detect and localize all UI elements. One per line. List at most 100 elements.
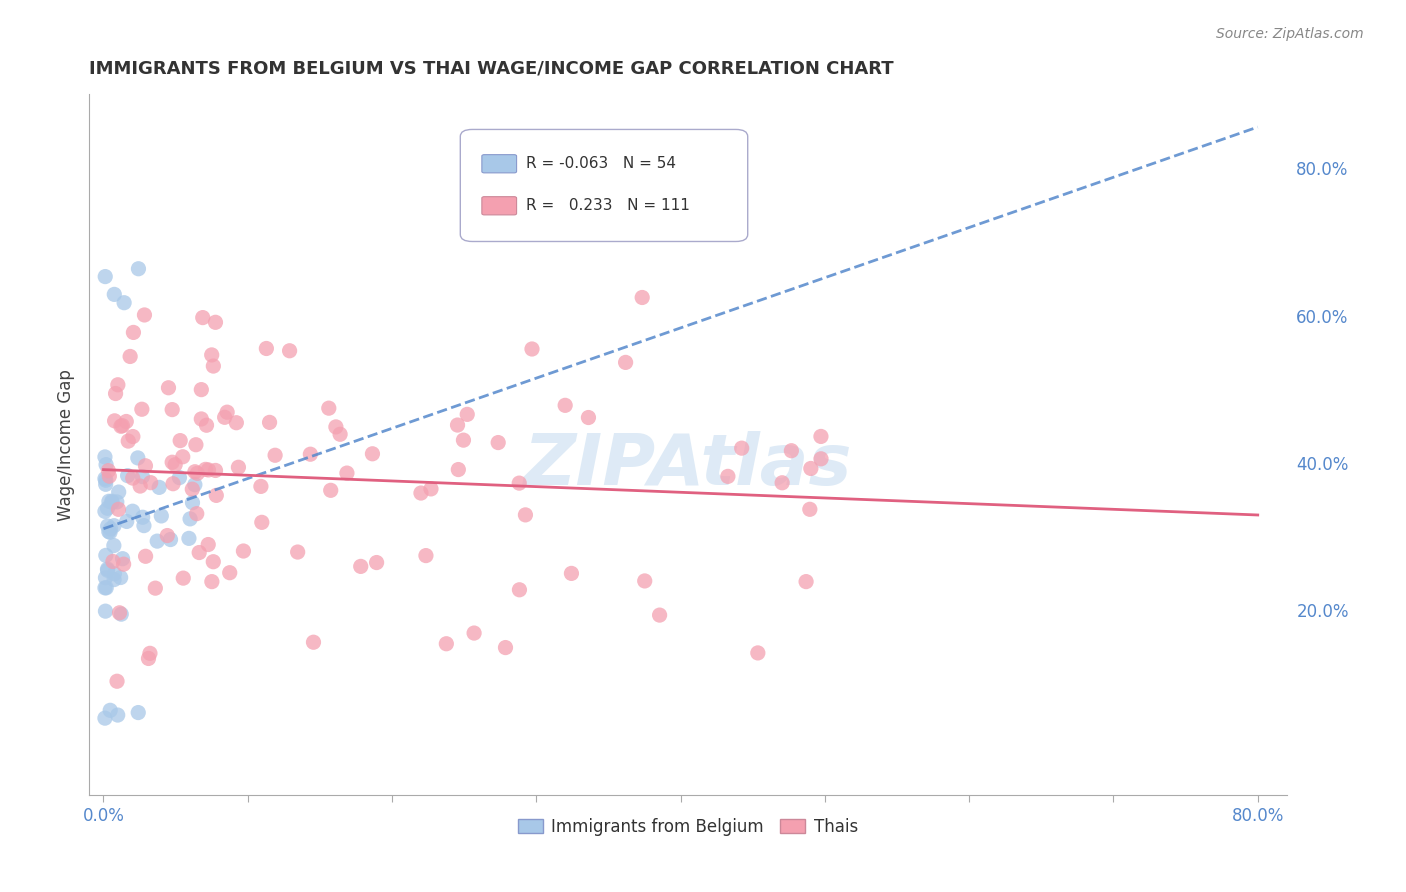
FancyBboxPatch shape xyxy=(460,129,748,242)
Thais xyxy=(250,516,273,530)
Thais xyxy=(191,310,214,325)
Immigrants from Belgium xyxy=(127,706,149,720)
Immigrants from Belgium xyxy=(100,522,122,536)
Thais xyxy=(366,556,388,570)
Immigrants from Belgium xyxy=(111,551,134,566)
Thais xyxy=(107,502,129,516)
Thais xyxy=(278,343,301,358)
Thais xyxy=(799,502,821,516)
Thais xyxy=(111,418,134,433)
Thais xyxy=(107,377,129,392)
Thais xyxy=(121,471,143,485)
Immigrants from Belgium xyxy=(101,494,124,508)
Thais xyxy=(228,460,250,475)
Thais xyxy=(105,674,128,689)
Thais xyxy=(134,458,156,473)
Thais xyxy=(201,348,224,362)
Immigrants from Belgium xyxy=(103,518,125,533)
Thais xyxy=(120,350,142,364)
Thais xyxy=(160,455,183,469)
Thais xyxy=(225,416,247,430)
Thais xyxy=(420,482,443,496)
Thais xyxy=(634,574,657,588)
Thais xyxy=(250,479,273,493)
Thais xyxy=(138,651,160,665)
Immigrants from Belgium xyxy=(121,504,143,518)
Thais xyxy=(717,469,740,483)
Immigrants from Belgium xyxy=(103,539,125,553)
Immigrants from Belgium xyxy=(94,549,117,563)
Thais xyxy=(810,429,832,443)
Immigrants from Belgium xyxy=(98,525,121,540)
Immigrants from Belgium xyxy=(107,485,129,500)
Thais xyxy=(318,401,340,416)
Thais xyxy=(800,461,823,475)
Thais xyxy=(287,545,309,559)
Thais xyxy=(614,355,637,369)
Y-axis label: Wage/Income Gap: Wage/Income Gap xyxy=(58,368,75,521)
Thais xyxy=(731,441,754,455)
Thais xyxy=(195,418,218,433)
Immigrants from Belgium xyxy=(131,510,153,524)
Thais xyxy=(218,566,240,580)
Immigrants from Belgium xyxy=(110,607,132,622)
Thais xyxy=(495,640,517,655)
Thais xyxy=(194,462,217,476)
Thais xyxy=(456,408,478,422)
Thais xyxy=(202,555,225,569)
Thais xyxy=(520,342,543,356)
Thais xyxy=(302,635,325,649)
Immigrants from Belgium xyxy=(115,515,138,529)
Thais xyxy=(508,582,530,597)
Immigrants from Belgium xyxy=(179,512,201,526)
Thais xyxy=(190,383,212,397)
Immigrants from Belgium xyxy=(107,708,129,723)
Thais xyxy=(554,398,576,412)
Thais xyxy=(97,464,120,478)
Immigrants from Belgium xyxy=(96,581,118,595)
Immigrants from Belgium xyxy=(94,472,117,486)
Immigrants from Belgium xyxy=(97,563,120,577)
Thais xyxy=(409,486,432,500)
Thais xyxy=(172,571,194,585)
Thais xyxy=(190,412,212,426)
Immigrants from Belgium xyxy=(177,532,200,546)
Thais xyxy=(325,420,347,434)
Thais xyxy=(135,549,157,564)
Immigrants from Belgium xyxy=(184,477,207,491)
Thais xyxy=(156,528,179,542)
Immigrants from Belgium xyxy=(94,711,117,725)
Text: Source: ZipAtlas.com: Source: ZipAtlas.com xyxy=(1216,27,1364,41)
Thais xyxy=(780,443,803,458)
Thais xyxy=(172,450,194,464)
Thais xyxy=(336,466,359,480)
Thais xyxy=(104,414,127,428)
Immigrants from Belgium xyxy=(97,524,120,539)
Thais xyxy=(648,608,671,623)
Immigrants from Belgium xyxy=(127,450,149,465)
Immigrants from Belgium xyxy=(105,495,128,509)
Text: R =   0.233   N = 111: R = 0.233 N = 111 xyxy=(526,197,690,212)
Thais xyxy=(232,544,254,558)
Thais xyxy=(115,415,138,429)
Thais xyxy=(186,507,208,521)
Thais xyxy=(162,476,184,491)
Thais xyxy=(254,342,277,356)
Immigrants from Belgium xyxy=(112,295,135,310)
Immigrants from Belgium xyxy=(97,494,120,508)
Thais xyxy=(108,606,131,620)
Thais xyxy=(515,508,537,522)
Thais xyxy=(143,581,166,595)
Thais xyxy=(202,359,225,373)
Immigrants from Belgium xyxy=(132,518,155,533)
Immigrants from Belgium xyxy=(94,581,117,595)
Immigrants from Belgium xyxy=(94,450,117,464)
Thais xyxy=(201,574,224,589)
Immigrants from Belgium xyxy=(146,534,169,549)
Thais xyxy=(184,465,207,479)
Thais xyxy=(134,308,156,322)
Thais xyxy=(259,416,281,430)
Thais xyxy=(415,549,437,563)
Thais xyxy=(446,418,468,433)
FancyBboxPatch shape xyxy=(482,196,516,215)
